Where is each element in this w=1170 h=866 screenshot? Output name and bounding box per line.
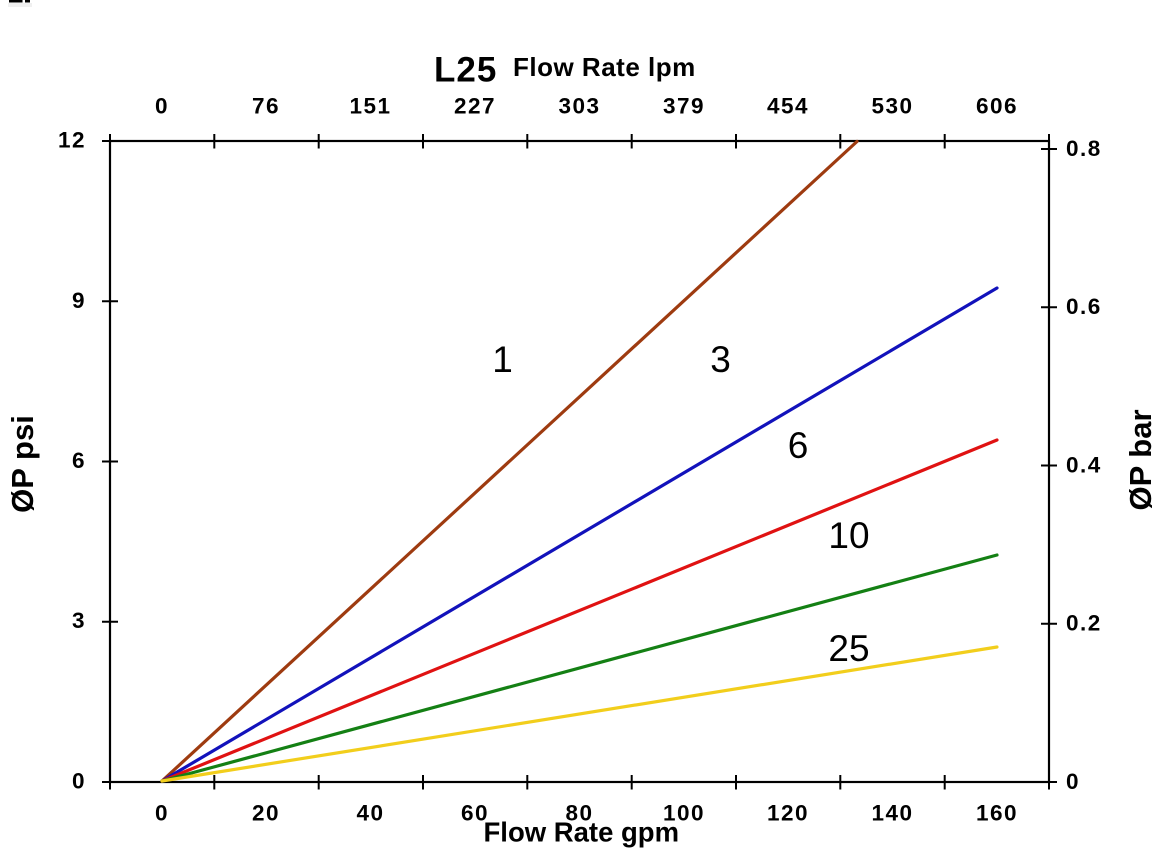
svg-text:ØP bar: ØP bar [1123, 409, 1158, 510]
svg-text:40: 40 [356, 801, 384, 826]
svg-text:3: 3 [72, 608, 86, 633]
svg-text:25: 25 [828, 628, 869, 669]
svg-text:6: 6 [788, 425, 809, 466]
svg-text:0.6: 0.6 [1066, 294, 1102, 319]
svg-text:0: 0 [1066, 769, 1080, 794]
svg-text:9: 9 [72, 288, 86, 313]
svg-text:1: 1 [492, 339, 513, 380]
svg-text:606: 606 [976, 94, 1018, 119]
svg-text:0.8: 0.8 [1066, 136, 1102, 161]
svg-text:0.4: 0.4 [1066, 453, 1102, 478]
svg-text:0: 0 [155, 801, 169, 826]
svg-text:L25: L25 [434, 51, 497, 90]
svg-text:227: 227 [454, 94, 496, 119]
svg-text:80: 80 [565, 801, 593, 826]
svg-text:76: 76 [252, 94, 280, 119]
svg-text:12: 12 [58, 128, 86, 153]
svg-text:0.2: 0.2 [1066, 611, 1102, 636]
svg-text:0: 0 [155, 94, 169, 119]
svg-text:10: 10 [828, 515, 869, 556]
svg-text:160: 160 [976, 801, 1018, 826]
svg-text:3: 3 [710, 339, 731, 380]
svg-text:303: 303 [558, 94, 600, 119]
svg-text:0: 0 [72, 769, 86, 794]
svg-text:ØP psi: ØP psi [5, 415, 40, 513]
svg-text:530: 530 [871, 94, 913, 119]
svg-text:6: 6 [72, 448, 86, 473]
svg-text:120: 120 [767, 801, 809, 826]
svg-text:140: 140 [871, 801, 913, 826]
svg-text:151: 151 [349, 94, 391, 119]
svg-text:20: 20 [252, 801, 280, 826]
svg-text:100: 100 [663, 801, 705, 826]
svg-text:Flow Rate lpm: Flow Rate lpm [513, 52, 696, 82]
svg-text:379: 379 [663, 94, 705, 119]
svg-text:454: 454 [767, 94, 809, 119]
svg-text:Flow Rate gpm: Flow Rate gpm [484, 817, 680, 848]
svg-text:60: 60 [461, 801, 489, 826]
